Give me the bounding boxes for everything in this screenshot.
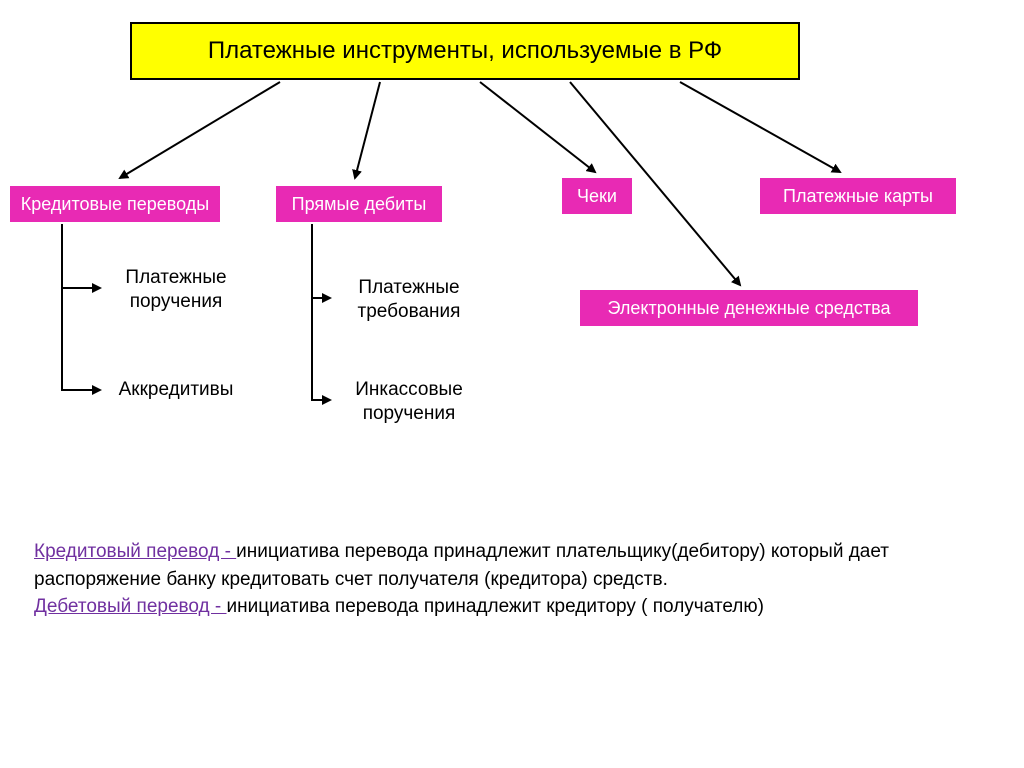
sub-payment-orders: Платежныепоручения	[106, 266, 246, 314]
cat-direct-debits: Прямые дебиты	[276, 186, 442, 222]
cat-e-money: Электронные денежные средства	[580, 290, 918, 326]
cat-cheques: Чеки	[562, 178, 632, 214]
cat-payment-cards: Платежные карты	[760, 178, 956, 214]
sub-collection-orders: Инкассовыепоручения	[334, 378, 484, 426]
cat-credit-transfers: Кредитовые переводы	[10, 186, 220, 222]
definitions-block: Кредитовый перевод - инициатива перевода…	[34, 538, 974, 621]
sub-letters-of-credit: Аккредитивы	[106, 378, 246, 402]
title-box: Платежные инструменты, используемые в РФ	[130, 22, 800, 80]
sub-payment-claims: Платежныетребования	[334, 276, 484, 324]
